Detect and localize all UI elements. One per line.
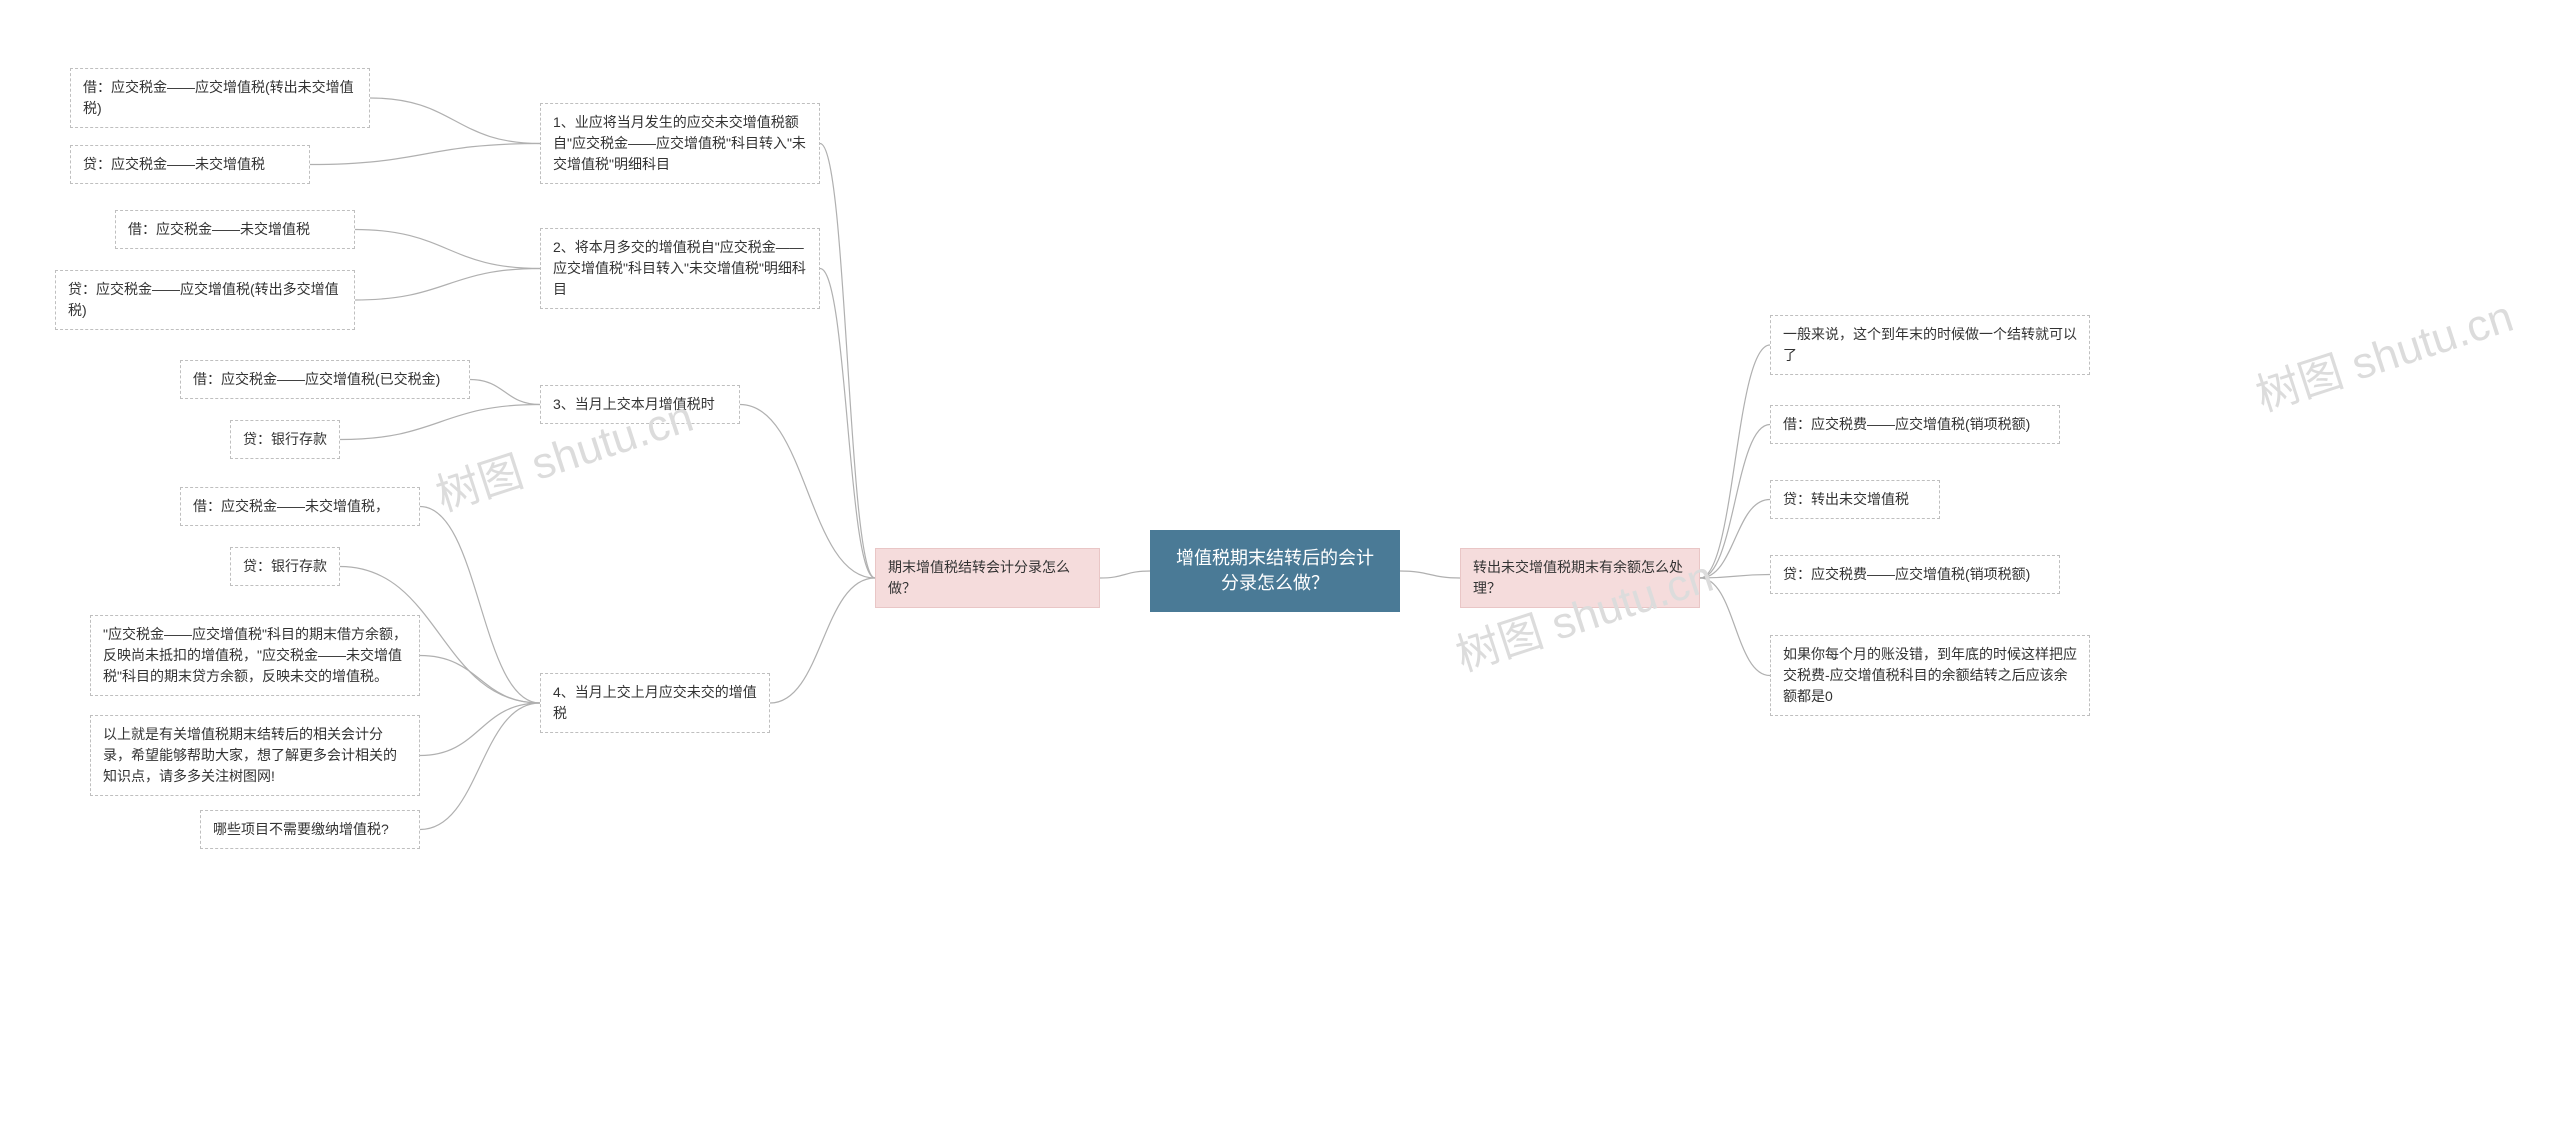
connector xyxy=(470,380,540,405)
node-label: 贷：银行存款 xyxy=(243,431,327,447)
connector xyxy=(420,703,540,830)
mindmap-node-l1_2[interactable]: 2、将本月多交的增值税自"应交税金——应交增值税"科目转入"未交增值税"明细科目 xyxy=(540,228,820,309)
node-label: 转出未交增值税期末有余额怎么处理？ xyxy=(1473,559,1683,596)
node-label: 借：应交税金——应交增值税(转出未交增值税) xyxy=(83,79,354,116)
node-label: 借：应交税金——未交增值税， xyxy=(193,498,389,514)
mindmap-node-l1_1a[interactable]: 借：应交税金——应交增值税(转出未交增值税) xyxy=(70,68,370,128)
mindmap-node-l1_1[interactable]: 1、业应将当月发生的应交未交增值税额自"应交税金——应交增值税"科目转入"未交增… xyxy=(540,103,820,184)
mindmap-node-l1_3b[interactable]: 贷：银行存款 xyxy=(230,420,340,459)
mindmap-node-l1_1b[interactable]: 贷：应交税金——未交增值税 xyxy=(70,145,310,184)
node-label: 1、业应将当月发生的应交未交增值税额自"应交税金——应交增值税"科目转入"未交增… xyxy=(553,114,806,172)
node-label: 3、当月上交本月增值税时 xyxy=(553,396,715,412)
node-label: 借：应交税金——未交增值税 xyxy=(128,221,310,237)
mindmap-node-l1_2b[interactable]: 贷：应交税金——应交增值税(转出多交增值税) xyxy=(55,270,355,330)
connector xyxy=(355,230,540,269)
mindmap-node-l1_2a[interactable]: 借：应交税金——未交增值税 xyxy=(115,210,355,249)
node-label: 一般来说，这个到年末的时候做一个结转就可以了 xyxy=(1783,326,2077,363)
node-label: 贷：银行存款 xyxy=(243,558,327,574)
connector xyxy=(355,269,540,301)
connector xyxy=(420,656,540,704)
connector xyxy=(370,98,540,144)
connector xyxy=(820,269,875,579)
connector xyxy=(1700,578,1770,676)
connector xyxy=(820,144,875,579)
mindmap-node-r1_1[interactable]: 一般来说，这个到年末的时候做一个结转就可以了 xyxy=(1770,315,2090,375)
node-label: 如果你每个月的账没错，到年底的时候这样把应交税费-应交增值税科目的余额结转之后应… xyxy=(1783,646,2077,704)
connector xyxy=(770,578,875,703)
connector xyxy=(340,405,540,440)
node-label: 2、将本月多交的增值税自"应交税金——应交增值税"科目转入"未交增值税"明细科目 xyxy=(553,239,806,297)
node-label: 贷：应交税费——应交增值税(销项税额) xyxy=(1783,566,2030,582)
connector xyxy=(1700,500,1770,579)
connector xyxy=(1700,345,1770,578)
mindmap-node-r1_4[interactable]: 贷：应交税费——应交增值税(销项税额) xyxy=(1770,555,2060,594)
mindmap-node-l1_4c[interactable]: "应交税金——应交增值税"科目的期末借方余额，反映尚未抵扣的增值税，"应交税金—… xyxy=(90,615,420,696)
mindmap-node-l1_4a[interactable]: 借：应交税金——未交增值税， xyxy=(180,487,420,526)
watermark: 树图 shutu.cn xyxy=(2247,280,2520,423)
node-label: "应交税金——应交增值税"科目的期末借方余额，反映尚未抵扣的增值税，"应交税金—… xyxy=(103,626,407,684)
mindmap-node-l1_4d[interactable]: 以上就是有关增值税期末结转后的相关会计分录，希望能够帮助大家，想了解更多会计相关… xyxy=(90,715,420,796)
mindmap-node-l1[interactable]: 期末增值税结转会计分录怎么做？ xyxy=(875,548,1100,608)
node-label: 贷：应交税金——应交增值税(转出多交增值税) xyxy=(68,281,339,318)
connector xyxy=(420,507,540,704)
node-label: 以上就是有关增值税期末结转后的相关会计分录，希望能够帮助大家，想了解更多会计相关… xyxy=(103,726,397,784)
node-label: 增值税期末结转后的会计分录怎么做？ xyxy=(1176,548,1374,593)
mindmap-node-l1_4[interactable]: 4、当月上交上月应交未交的增值税 xyxy=(540,673,770,733)
node-label: 哪些项目不需要缴纳增值税? xyxy=(213,821,389,837)
mindmap-node-r1[interactable]: 转出未交增值税期末有余额怎么处理？ xyxy=(1460,548,1700,608)
mindmap-node-r1_5[interactable]: 如果你每个月的账没错，到年底的时候这样把应交税费-应交增值税科目的余额结转之后应… xyxy=(1770,635,2090,716)
mindmap-node-l1_4b[interactable]: 贷：银行存款 xyxy=(230,547,340,586)
mindmap-node-root[interactable]: 增值税期末结转后的会计分录怎么做？ xyxy=(1150,530,1400,612)
connector xyxy=(740,405,875,579)
connector xyxy=(420,703,540,756)
node-label: 贷：应交税金——未交增值税 xyxy=(83,156,265,172)
node-label: 4、当月上交上月应交未交的增值税 xyxy=(553,684,757,721)
node-label: 贷：转出未交增值税 xyxy=(1783,491,1909,507)
connector xyxy=(310,144,540,165)
connector xyxy=(1100,571,1150,578)
connector xyxy=(1700,575,1770,579)
mindmap-node-r1_2[interactable]: 借：应交税费——应交增值税(销项税额) xyxy=(1770,405,2060,444)
node-label: 期末增值税结转会计分录怎么做？ xyxy=(888,559,1070,596)
connector xyxy=(1400,571,1460,578)
mindmap-node-l1_3a[interactable]: 借：应交税金——应交增值税(已交税金) xyxy=(180,360,470,399)
connector xyxy=(1700,425,1770,579)
mindmap-node-r1_3[interactable]: 贷：转出未交增值税 xyxy=(1770,480,1940,519)
node-label: 借：应交税费——应交增值税(销项税额) xyxy=(1783,416,2030,432)
mindmap-node-l1_4e[interactable]: 哪些项目不需要缴纳增值税? xyxy=(200,810,420,849)
mindmap-node-l1_3[interactable]: 3、当月上交本月增值税时 xyxy=(540,385,740,424)
node-label: 借：应交税金——应交增值税(已交税金) xyxy=(193,371,440,387)
